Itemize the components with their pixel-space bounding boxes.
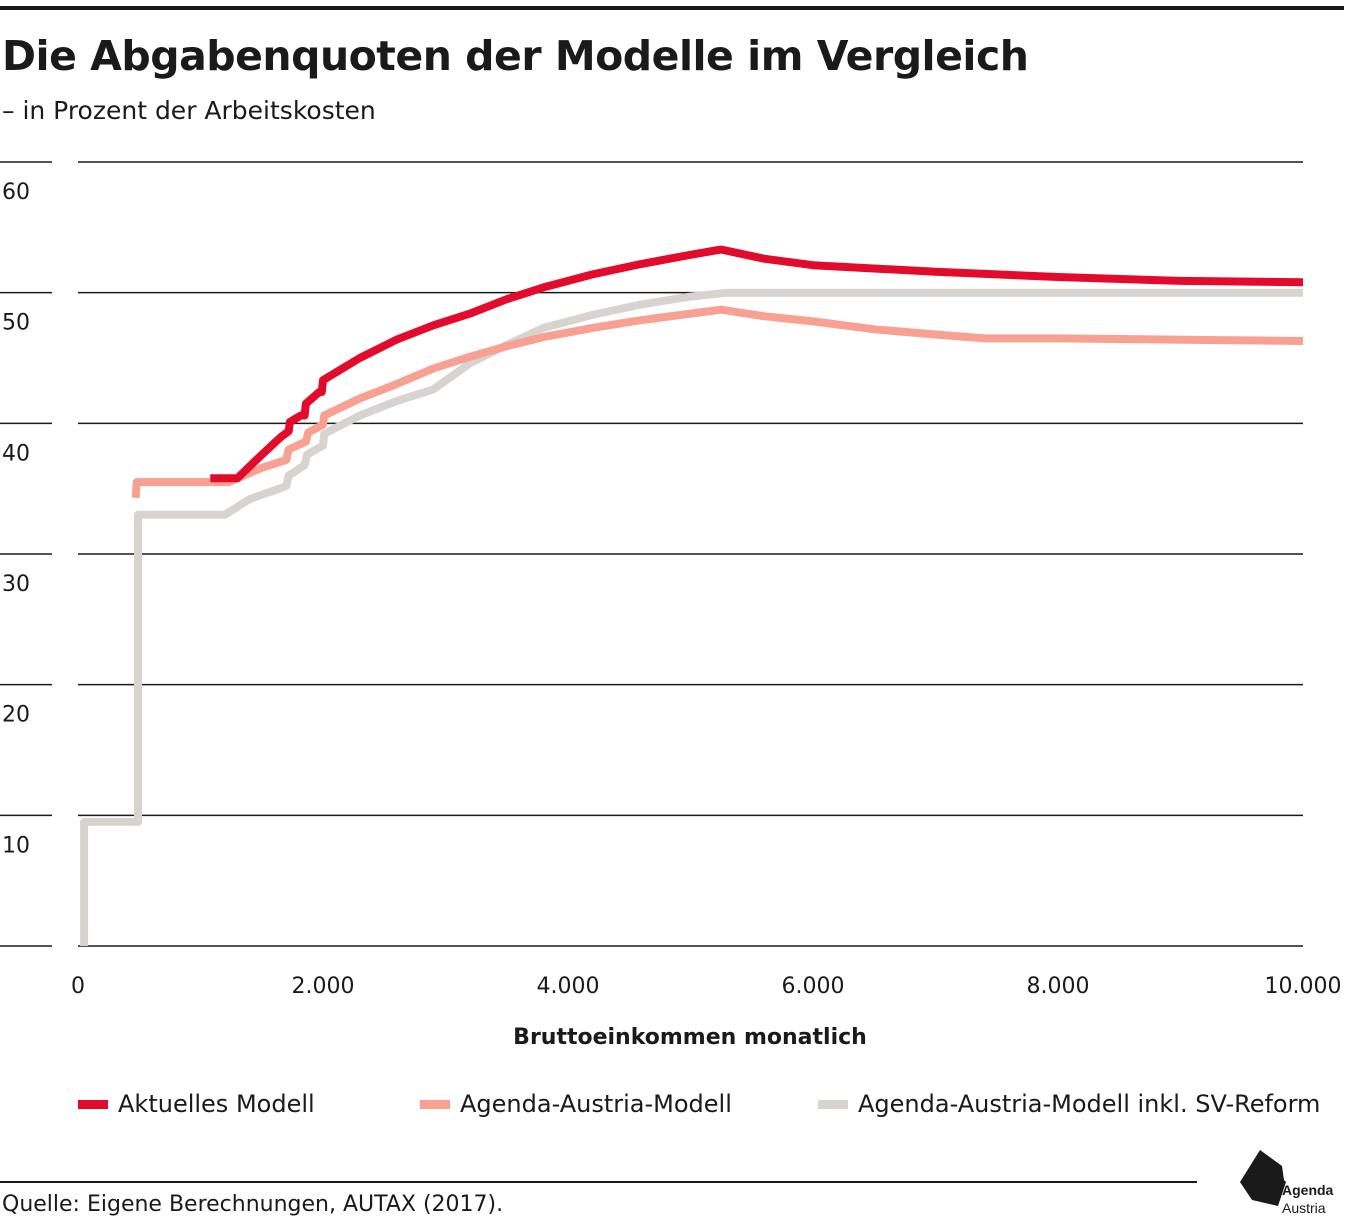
x-tick-label: 0 (71, 974, 85, 999)
y-tick-label: 60 (2, 180, 30, 205)
top-rule (0, 6, 1344, 10)
series-line-agenda-austria-modell-inkl-sv-reform (80, 288, 1303, 946)
legend-label: Aktuelles Modell (118, 1090, 315, 1118)
legend-swatch (818, 1099, 848, 1109)
y-tick-label: 50 (2, 311, 30, 336)
source-note: Quelle: Eigene Berechnungen, AUTAX (2017… (2, 1192, 504, 1217)
y-tick-labels: 10 20 30 40 50 60 (2, 180, 30, 858)
y-tick-label: 40 (2, 441, 30, 466)
y-tick-label: 10 (2, 833, 30, 858)
x-tick-labels: 0 2.000 4.000 6.000 8.000 10.000 (71, 974, 1341, 999)
agenda-austria-logo: Agenda Austria (1238, 1148, 1348, 1223)
logo-shape-icon (1240, 1150, 1286, 1206)
y-tick-label: 30 (2, 572, 30, 597)
chart-title: Die Abgabenquoten der Modelle im Verglei… (2, 32, 1029, 80)
logo-text-line1: Agenda (1282, 1182, 1334, 1198)
series-line-aktuelles-modell (210, 245, 1304, 483)
chart-subtitle: – in Prozent der Arbeitskosten (2, 96, 376, 125)
legend: Aktuelles Modell Agenda-Austria-Modell A… (0, 1090, 1350, 1120)
legend-item-agenda-austria-modell: Agenda-Austria-Modell (420, 1090, 732, 1118)
legend-swatch (78, 1099, 108, 1109)
y-tick-label: 20 (2, 703, 30, 728)
x-axis-label: Bruttoeinkommen monatlich (513, 1025, 867, 1050)
x-tick-label: 6.000 (782, 974, 845, 999)
series-lines (80, 245, 1304, 946)
legend-item-agenda-austria-modell-sv-reform: Agenda-Austria-Modell inkl. SV-Reform (818, 1090, 1320, 1118)
logo-text-line2: Austria (1282, 1200, 1326, 1216)
x-tick-label: 8.000 (1027, 974, 1090, 999)
legend-label: Agenda-Austria-Modell (460, 1090, 732, 1118)
legend-swatch (420, 1099, 450, 1109)
x-tick-label: 4.000 (537, 974, 600, 999)
x-tick-label: 10.000 (1265, 974, 1342, 999)
x-tick-label: 2.000 (292, 974, 355, 999)
bottom-rule (0, 1181, 1197, 1183)
series-line-agenda-austria-modell (131, 305, 1304, 499)
legend-label: Agenda-Austria-Modell inkl. SV-Reform (858, 1090, 1321, 1118)
legend-item-aktuelles-modell: Aktuelles Modell (78, 1090, 315, 1118)
